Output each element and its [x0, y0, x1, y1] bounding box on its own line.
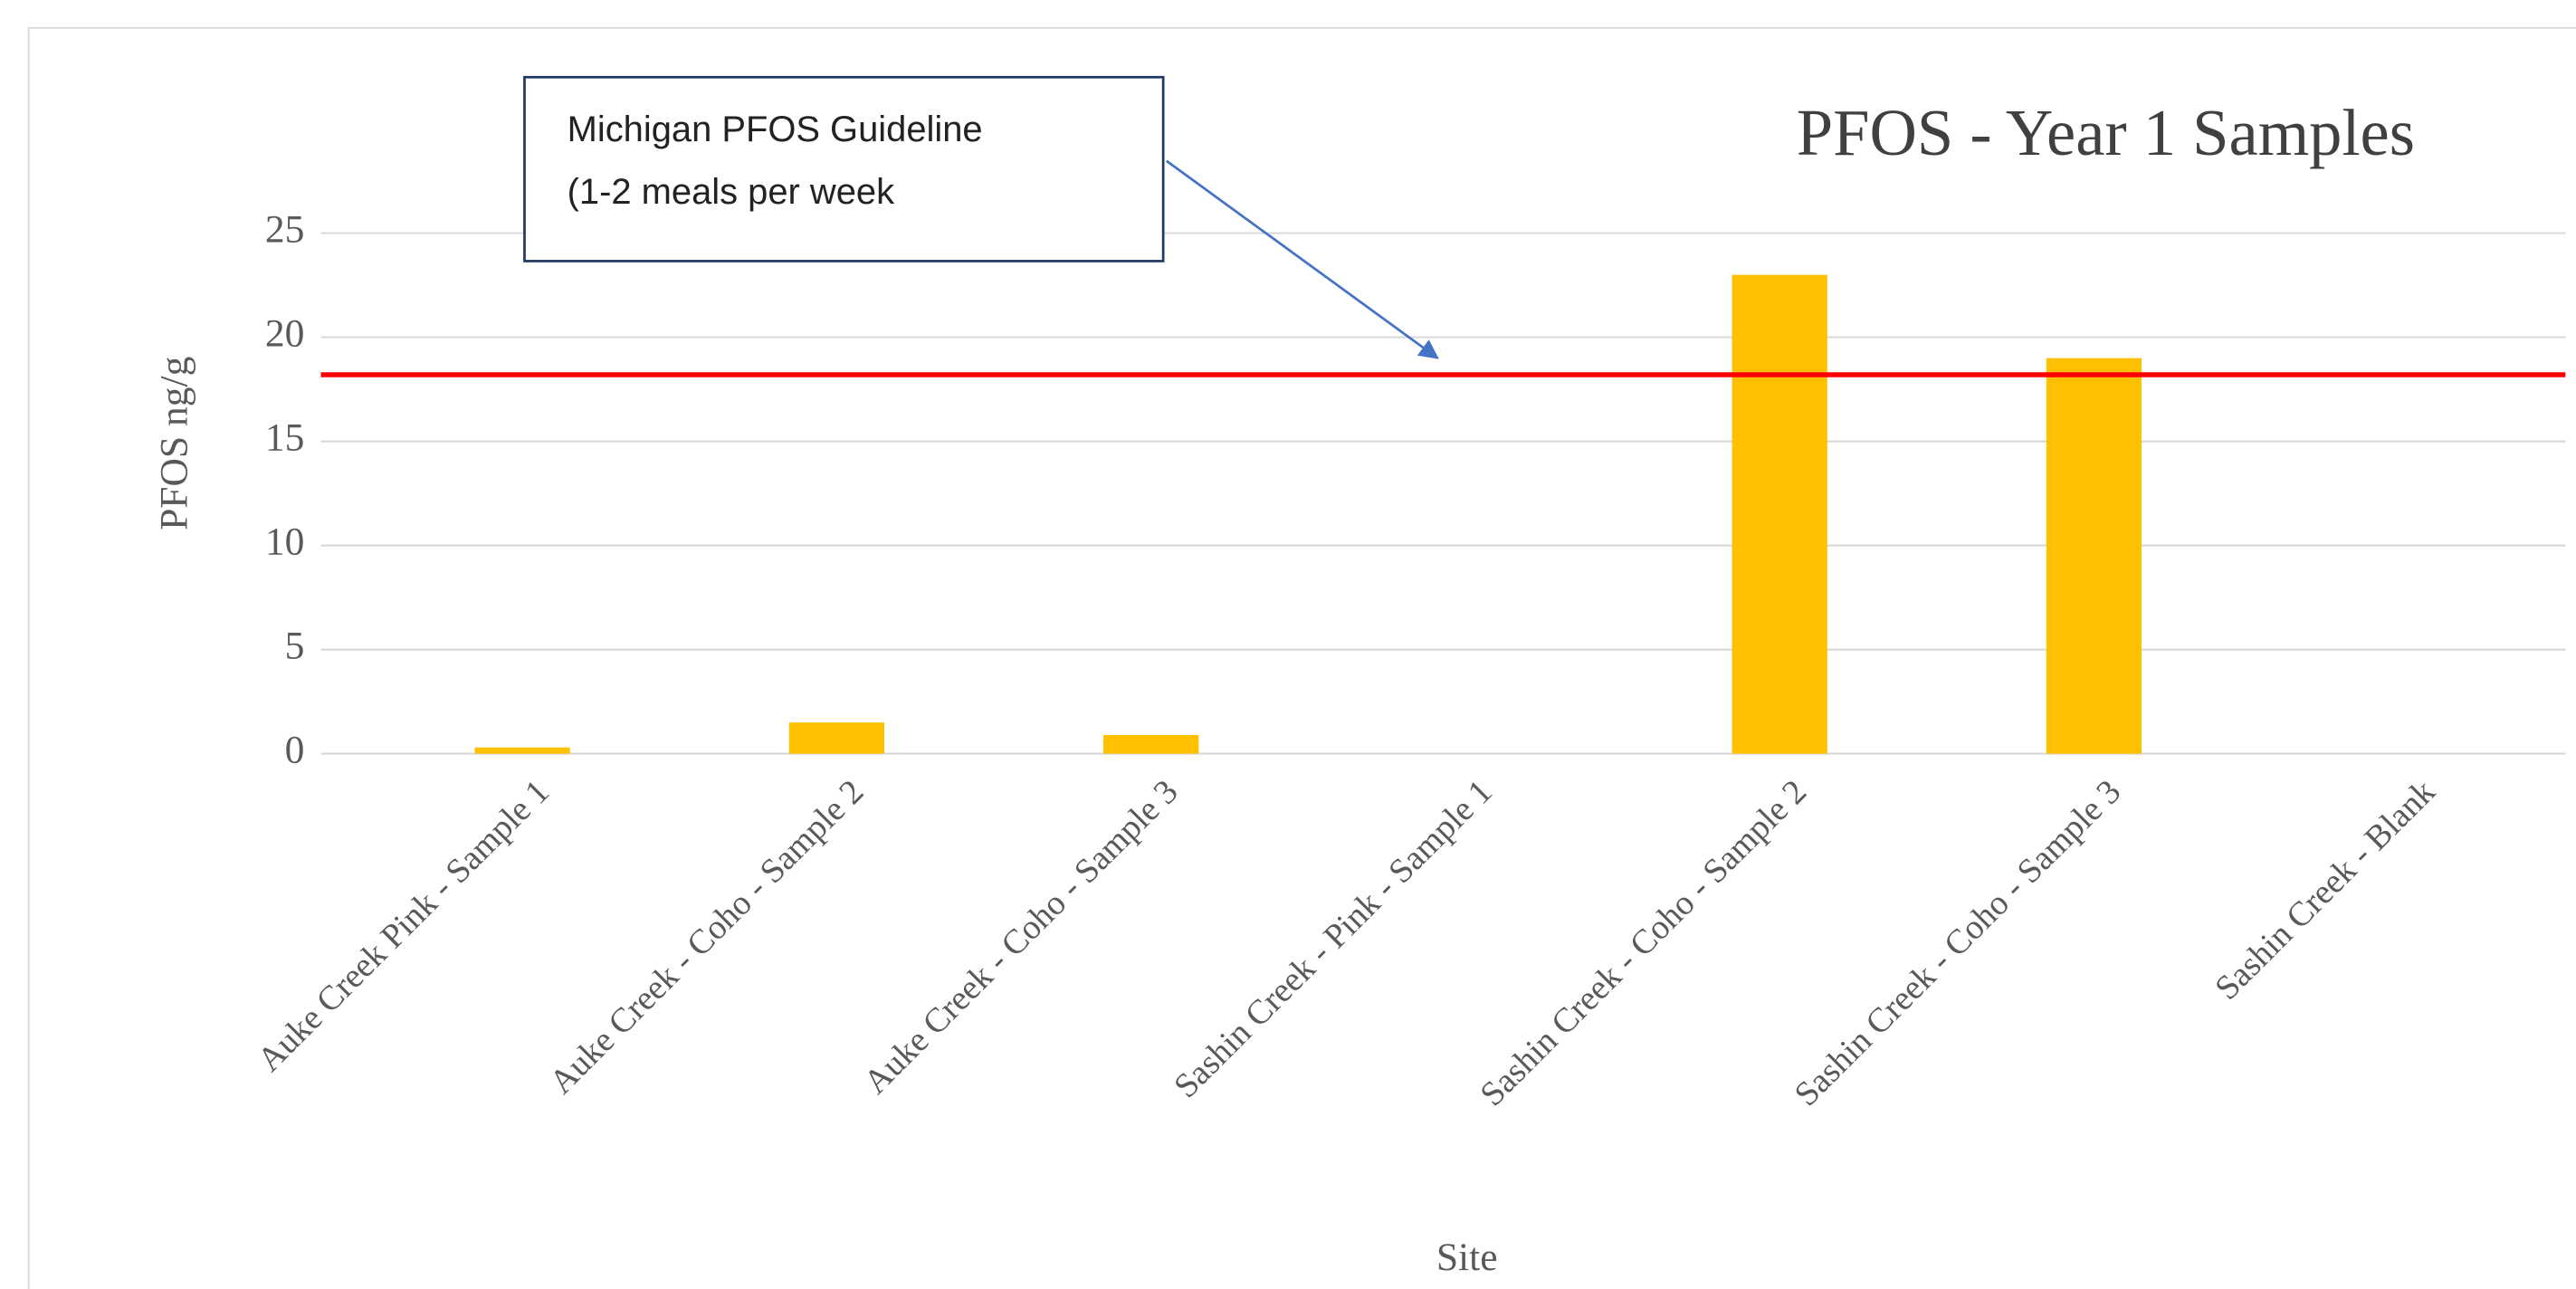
chart-title: PFOS - Year 1 Samples: [1797, 96, 2415, 169]
bar: [1732, 274, 1827, 754]
y-tick-label: 15: [265, 416, 305, 460]
bar: [474, 747, 570, 754]
annotation-text: (1-2 meals per week: [568, 172, 894, 212]
annotation-box: [523, 75, 1165, 263]
y-tick-label: 0: [285, 729, 305, 772]
bar: [1103, 734, 1199, 754]
bar: [2046, 358, 2142, 754]
annotation-arrow: [1165, 159, 1439, 359]
chart-frame: [27, 26, 2576, 1289]
annotation-text: Michigan PFOS Guideline: [568, 110, 983, 149]
bar: [788, 722, 885, 754]
y-axis-label: PFOS ng/g: [153, 357, 196, 530]
x-axis-label: Site: [1436, 1236, 1498, 1279]
y-tick-label: 5: [285, 625, 305, 668]
y-tick-label: 10: [265, 520, 305, 564]
y-tick-label: 25: [265, 208, 305, 252]
y-tick-label: 20: [265, 312, 305, 356]
